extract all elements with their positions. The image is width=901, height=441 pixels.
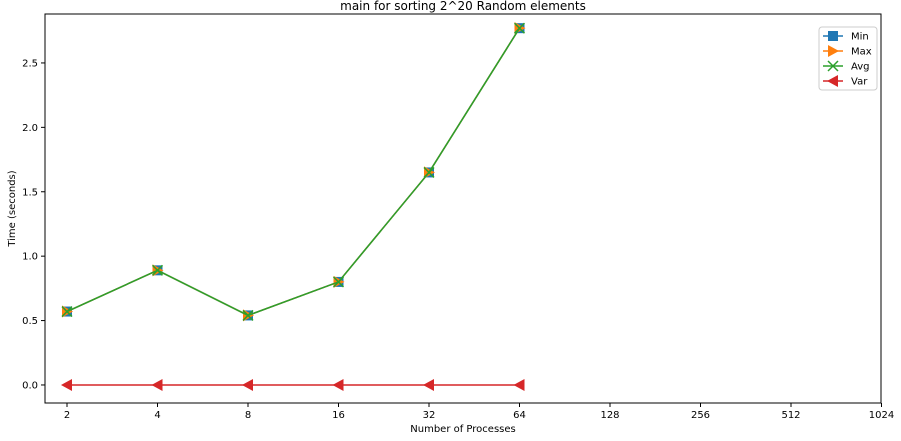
x-tick-label: 256	[691, 410, 710, 421]
legend-box	[818, 26, 878, 91]
data-point-avg	[242, 309, 254, 321]
x-tick-label: 4	[154, 410, 160, 421]
x-axis-label: Number of Processes	[410, 424, 515, 435]
legend-item-avg: Avg	[823, 60, 870, 73]
x-tick-label: 16	[332, 410, 345, 421]
legend-label-min: Min	[851, 32, 869, 43]
series-max	[62, 22, 526, 322]
legend-label-avg: Avg	[851, 62, 870, 73]
data-point-var	[423, 378, 434, 391]
series-avg	[61, 22, 526, 321]
data-point-avg	[332, 276, 345, 288]
data-point-avg	[61, 306, 73, 318]
data-point-avg	[151, 264, 164, 276]
data-point-var	[242, 378, 253, 391]
data-point-var	[332, 378, 344, 391]
legend-marker-max	[828, 45, 839, 57]
x-tick-label: 512	[781, 410, 800, 421]
y-tick-label: 1.5	[22, 187, 38, 198]
x-tick-label: 1024	[869, 410, 894, 421]
x-tick-label: 2	[64, 410, 70, 421]
series-var	[61, 378, 525, 391]
legend-marker-avg	[827, 60, 839, 72]
y-tick-label: 0.0	[22, 380, 38, 391]
x-tick-label: 8	[245, 410, 251, 421]
x-tick-label: 32	[423, 410, 436, 421]
legend-label-var: Var	[851, 77, 868, 88]
x-axis: 2 4 8 16 32 64 128 256 512 1024	[64, 403, 894, 421]
data-point-var	[151, 378, 163, 391]
legend: Min Max Avg Var	[818, 26, 878, 91]
y-tick-label: 2.5	[22, 58, 38, 69]
legend-item-max: Max	[823, 45, 872, 58]
data-point-var	[61, 378, 72, 391]
y-axis-label: Time (seconds)	[7, 170, 18, 247]
legend-item-min: Min	[823, 31, 869, 43]
chart-title: main for sorting 2^20 Random elements	[340, 0, 586, 13]
plot-area	[61, 22, 526, 391]
series-line-min	[66, 27, 521, 317]
data-point-avg	[513, 22, 526, 34]
series-line-avg	[66, 27, 521, 317]
y-tick-label: 0.5	[22, 316, 38, 327]
legend-marker-var	[827, 75, 838, 87]
series-line-max	[66, 27, 521, 317]
data-point-var	[513, 378, 525, 391]
y-tick-label: 2.0	[22, 123, 38, 134]
legend-item-var: Var	[823, 75, 868, 88]
y-axis: 0.0 0.5 1.0 1.5 2.0 2.5	[22, 58, 45, 391]
series-min	[62, 23, 525, 321]
data-point-avg	[423, 166, 435, 178]
plot-frame	[44, 13, 882, 404]
x-tick-label: 128	[600, 410, 619, 421]
y-tick-label: 1.0	[22, 252, 38, 263]
x-tick-label: 64	[513, 410, 526, 421]
legend-marker-min	[828, 31, 838, 41]
legend-label-max: Max	[851, 47, 872, 58]
